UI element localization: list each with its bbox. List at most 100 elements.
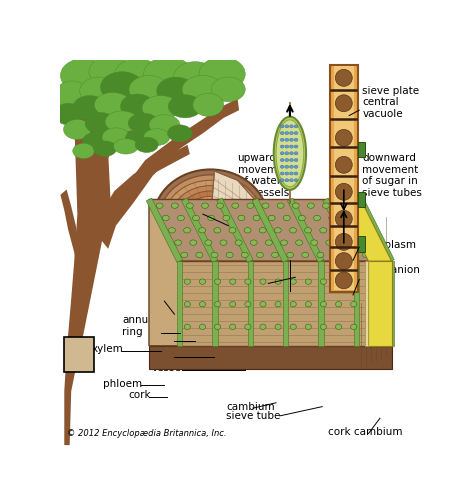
Ellipse shape xyxy=(168,227,175,233)
Ellipse shape xyxy=(290,152,293,155)
Ellipse shape xyxy=(371,240,378,245)
Ellipse shape xyxy=(305,324,311,330)
Ellipse shape xyxy=(381,279,387,285)
Ellipse shape xyxy=(268,215,275,220)
Polygon shape xyxy=(82,126,134,223)
Ellipse shape xyxy=(171,186,251,252)
Ellipse shape xyxy=(294,152,298,155)
Ellipse shape xyxy=(311,240,318,245)
Ellipse shape xyxy=(335,129,352,146)
Text: sapwood: sapwood xyxy=(295,271,342,281)
Ellipse shape xyxy=(347,252,354,258)
Ellipse shape xyxy=(94,93,131,117)
Ellipse shape xyxy=(290,227,296,233)
Ellipse shape xyxy=(154,169,267,268)
Ellipse shape xyxy=(144,129,170,146)
Polygon shape xyxy=(252,198,288,263)
Ellipse shape xyxy=(328,215,336,220)
Ellipse shape xyxy=(356,240,363,245)
Ellipse shape xyxy=(215,302,221,307)
Ellipse shape xyxy=(199,227,206,233)
Ellipse shape xyxy=(341,240,348,245)
Ellipse shape xyxy=(211,252,218,258)
Ellipse shape xyxy=(336,302,342,307)
Ellipse shape xyxy=(244,227,251,233)
Ellipse shape xyxy=(362,252,369,258)
Ellipse shape xyxy=(335,227,342,233)
Ellipse shape xyxy=(290,165,293,168)
Ellipse shape xyxy=(320,279,327,285)
Ellipse shape xyxy=(184,279,191,285)
Bar xyxy=(330,65,358,292)
Ellipse shape xyxy=(335,253,352,270)
Ellipse shape xyxy=(272,252,279,258)
Ellipse shape xyxy=(229,227,236,233)
Ellipse shape xyxy=(241,252,248,258)
Ellipse shape xyxy=(290,279,296,285)
Ellipse shape xyxy=(114,59,161,93)
Ellipse shape xyxy=(280,138,284,141)
Ellipse shape xyxy=(294,138,298,141)
Ellipse shape xyxy=(199,57,245,91)
Ellipse shape xyxy=(285,138,289,141)
Ellipse shape xyxy=(290,125,293,128)
Ellipse shape xyxy=(294,165,298,168)
Polygon shape xyxy=(358,198,394,263)
Ellipse shape xyxy=(247,203,254,208)
Ellipse shape xyxy=(177,191,245,246)
Ellipse shape xyxy=(102,128,130,146)
Ellipse shape xyxy=(135,137,158,152)
Ellipse shape xyxy=(290,179,293,182)
Ellipse shape xyxy=(296,240,302,245)
Ellipse shape xyxy=(229,279,236,285)
Ellipse shape xyxy=(226,252,233,258)
Ellipse shape xyxy=(326,240,333,245)
Ellipse shape xyxy=(377,252,384,258)
Polygon shape xyxy=(61,189,82,270)
Ellipse shape xyxy=(256,252,264,258)
Ellipse shape xyxy=(73,96,107,120)
Ellipse shape xyxy=(232,203,239,208)
Ellipse shape xyxy=(245,279,251,285)
Text: ray: ray xyxy=(151,332,168,342)
Bar xyxy=(334,66,354,291)
Ellipse shape xyxy=(285,158,289,161)
Polygon shape xyxy=(283,261,288,346)
Ellipse shape xyxy=(344,215,351,220)
Ellipse shape xyxy=(335,233,352,250)
Ellipse shape xyxy=(366,279,372,285)
Ellipse shape xyxy=(156,203,163,208)
Ellipse shape xyxy=(290,138,293,141)
Ellipse shape xyxy=(305,302,311,307)
Ellipse shape xyxy=(276,120,304,187)
Ellipse shape xyxy=(73,143,94,159)
Ellipse shape xyxy=(335,210,352,227)
Ellipse shape xyxy=(285,179,289,182)
Ellipse shape xyxy=(182,76,224,103)
Ellipse shape xyxy=(262,203,269,208)
Ellipse shape xyxy=(314,215,320,220)
Text: annual
ring: annual ring xyxy=(122,315,158,337)
Polygon shape xyxy=(212,261,218,346)
Ellipse shape xyxy=(223,215,230,220)
Text: vessel
member: vessel member xyxy=(264,242,309,264)
Ellipse shape xyxy=(190,240,197,245)
Polygon shape xyxy=(180,261,392,346)
Ellipse shape xyxy=(149,115,180,135)
Ellipse shape xyxy=(290,172,293,175)
Ellipse shape xyxy=(154,226,267,249)
Polygon shape xyxy=(217,198,253,263)
Ellipse shape xyxy=(211,77,245,102)
Ellipse shape xyxy=(322,203,329,208)
Ellipse shape xyxy=(260,302,266,307)
Text: downward
movement
of sugar in
sieve tubes: downward movement of sugar in sieve tube… xyxy=(362,153,422,198)
Ellipse shape xyxy=(337,203,345,208)
Ellipse shape xyxy=(208,215,215,220)
Ellipse shape xyxy=(260,324,266,330)
Ellipse shape xyxy=(280,179,284,182)
Ellipse shape xyxy=(253,215,260,220)
Ellipse shape xyxy=(128,113,159,133)
Ellipse shape xyxy=(275,324,281,330)
Ellipse shape xyxy=(280,152,284,155)
Polygon shape xyxy=(210,171,262,267)
